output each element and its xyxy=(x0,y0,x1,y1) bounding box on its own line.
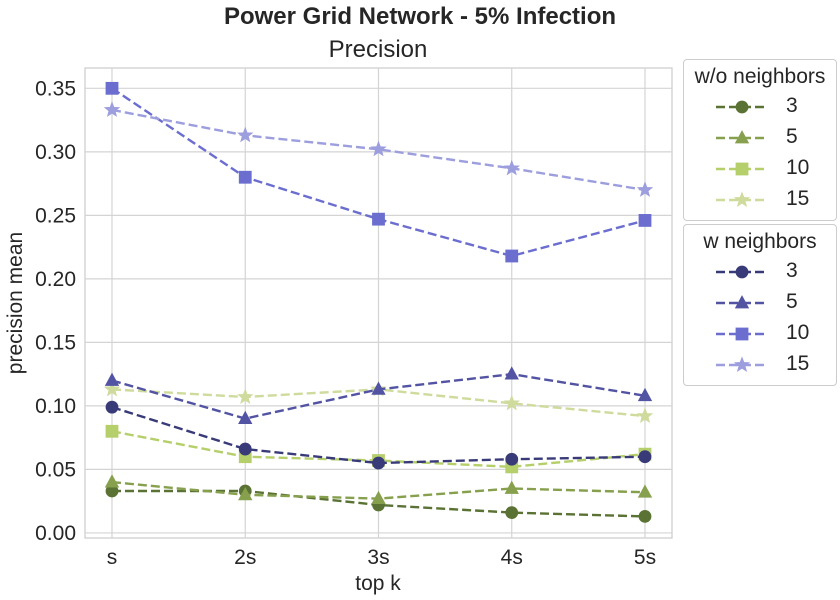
series-with-neighbors-10 xyxy=(105,81,652,263)
chart-title: Power Grid Network - 5% Infection xyxy=(224,3,616,30)
legend-swatch xyxy=(716,162,768,176)
legend-label: 15 xyxy=(786,187,810,210)
y-tick-label: 0.15 xyxy=(35,331,76,354)
legend-label: 3 xyxy=(786,94,798,117)
series-group xyxy=(103,81,654,523)
legend-item: 5 xyxy=(684,125,836,151)
legend-swatch xyxy=(716,327,768,341)
legend-swatch xyxy=(716,191,768,207)
y-tick-label: 0.00 xyxy=(35,522,76,545)
series-line-with-neighbors-15 xyxy=(111,108,646,192)
x-tick-labels: s 2s 3s 4s 5s xyxy=(107,546,656,569)
data-point-without-neighbors-5 xyxy=(637,484,653,498)
data-point-without-neighbors-10 xyxy=(105,424,119,438)
series-with-neighbors-15 xyxy=(103,101,654,197)
legend-item: 15 xyxy=(684,187,836,213)
data-point-with-neighbors-15 xyxy=(370,140,387,157)
data-point-with-neighbors-15 xyxy=(237,126,254,143)
data-point-with-neighbors-3 xyxy=(105,400,119,414)
legend-swatch xyxy=(716,100,768,114)
data-point-with-neighbors-15 xyxy=(103,101,121,117)
legend-swatch xyxy=(716,356,768,372)
y-tick-label: 0.30 xyxy=(35,141,76,164)
y-tick-label: 0.05 xyxy=(35,458,76,481)
data-point-with-neighbors-5 xyxy=(238,410,253,424)
data-point-with-neighbors-10 xyxy=(238,170,252,184)
legend-item: 10 xyxy=(684,156,836,182)
data-point-with-neighbors-3 xyxy=(505,452,519,466)
x-tick-label: 4s xyxy=(501,546,523,569)
data-point-without-neighbors-15 xyxy=(237,388,254,404)
x-tick-label: 2s xyxy=(234,546,256,569)
legend-swatch-marker xyxy=(733,191,751,207)
y-tick-label: 0.10 xyxy=(35,395,76,418)
legend-swatch xyxy=(716,130,768,144)
y-tick-label: 0.35 xyxy=(35,77,76,100)
legend-label: 5 xyxy=(786,125,798,148)
legend-with-neighbors: w neighbors 3 5 10 15 xyxy=(683,224,837,386)
legend-swatch xyxy=(716,265,768,279)
legend-title: w/o neighbors xyxy=(694,65,826,88)
data-point-without-neighbors-3 xyxy=(638,510,652,523)
grid xyxy=(85,68,672,538)
legend-swatch-marker xyxy=(733,356,751,372)
legend-swatch-marker xyxy=(735,162,749,176)
x-tick-label: 3s xyxy=(367,546,389,569)
legend-label: 15 xyxy=(786,352,810,375)
data-point-with-neighbors-10 xyxy=(372,212,385,226)
series-with-neighbors-3 xyxy=(105,400,652,470)
data-point-without-neighbors-15 xyxy=(103,380,121,397)
data-point-without-neighbors-15 xyxy=(503,394,520,411)
x-tick-label: s xyxy=(107,546,118,569)
y-tick-label: 0.25 xyxy=(35,204,76,227)
data-point-with-neighbors-5 xyxy=(104,372,120,386)
legend-swatch-marker xyxy=(735,100,749,114)
legend-item: 3 xyxy=(684,94,836,120)
data-point-with-neighbors-10 xyxy=(638,214,652,227)
y-tick-label: 0.20 xyxy=(35,268,76,291)
data-point-with-neighbors-5 xyxy=(371,381,386,395)
data-point-without-neighbors-5 xyxy=(238,486,253,501)
series-with-neighbors-5 xyxy=(104,366,653,424)
data-point-without-neighbors-15 xyxy=(636,407,654,424)
legend-item: 15 xyxy=(684,352,836,378)
data-point-without-neighbors-5 xyxy=(371,490,386,505)
data-point-with-neighbors-15 xyxy=(636,181,654,197)
legend-swatch-marker xyxy=(735,327,749,341)
legend-without-neighbors: w/o neighbors 3 5 10 15 xyxy=(683,59,837,221)
chart-subtitle: Precision xyxy=(329,36,428,63)
legend-item: 10 xyxy=(684,321,836,347)
data-point-with-neighbors-5 xyxy=(504,366,519,380)
data-point-with-neighbors-5 xyxy=(637,387,653,402)
data-point-without-neighbors-5 xyxy=(504,480,519,494)
y-tick-labels: 0.00 0.05 0.10 0.15 0.20 0.25 0.30 0.35 xyxy=(35,77,76,545)
legend-swatch-marker xyxy=(734,130,750,144)
data-point-with-neighbors-3 xyxy=(638,450,652,464)
series-without-neighbors-5 xyxy=(104,474,653,505)
legend-label: 5 xyxy=(786,290,798,313)
legend-label: 3 xyxy=(786,259,798,282)
data-point-without-neighbors-3 xyxy=(505,506,519,519)
data-point-with-neighbors-3 xyxy=(238,442,252,456)
data-point-without-neighbors-5 xyxy=(104,474,120,488)
legend-item: 3 xyxy=(684,259,836,285)
legend-title: w neighbors xyxy=(703,230,817,253)
legend-swatch-marker xyxy=(735,265,749,279)
data-point-with-neighbors-3 xyxy=(372,456,385,470)
x-axis-label: top k xyxy=(355,572,401,595)
y-axis-label: precision mean xyxy=(4,232,27,374)
data-point-with-neighbors-15 xyxy=(503,159,520,176)
legend-item: 5 xyxy=(684,290,836,316)
legend-swatch-marker xyxy=(734,295,750,309)
data-point-with-neighbors-10 xyxy=(505,249,519,263)
legend-label: 10 xyxy=(786,156,810,179)
data-point-with-neighbors-10 xyxy=(105,81,119,95)
legend-label: 10 xyxy=(786,321,810,344)
legend-swatch xyxy=(716,295,768,309)
x-tick-label: 5s xyxy=(634,546,656,569)
